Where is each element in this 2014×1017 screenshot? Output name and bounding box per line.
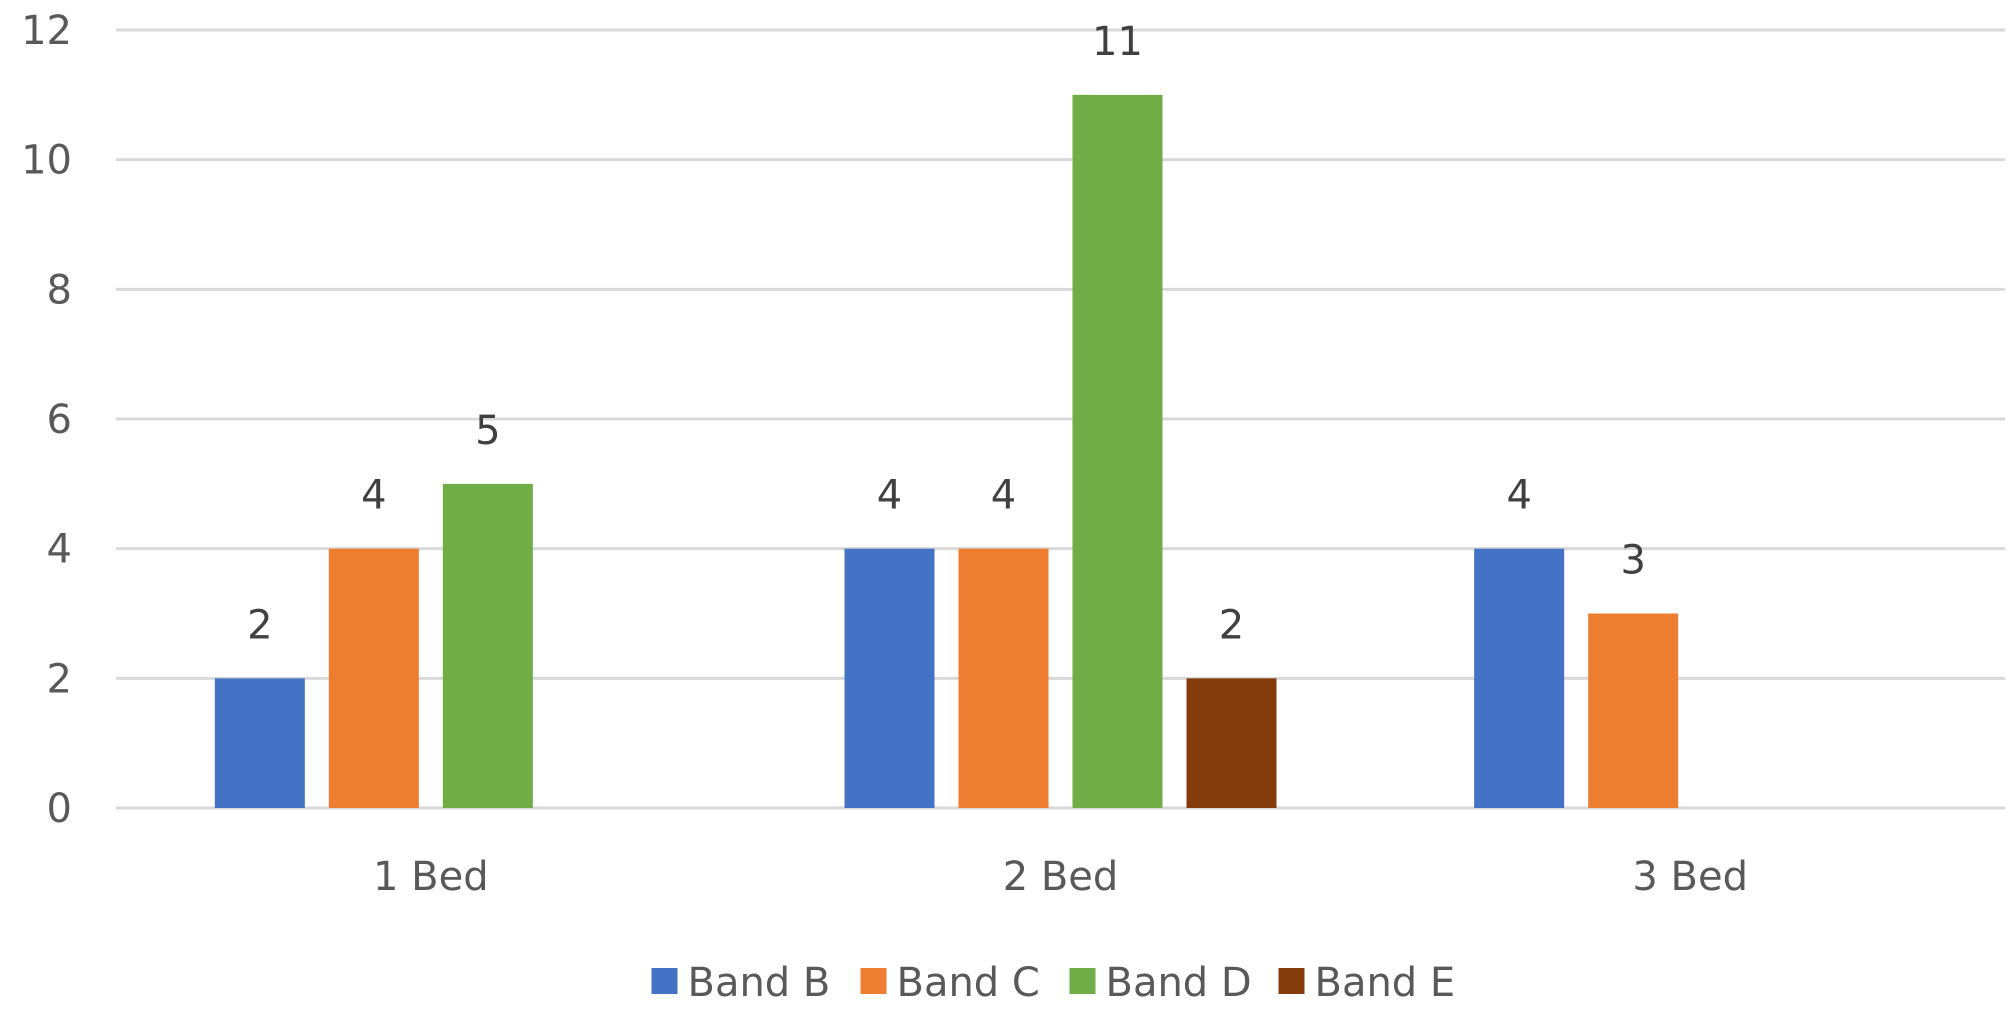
legend-item-band-b: Band B xyxy=(651,960,831,1006)
y-axis-ticks: 0 2 4 6 8 10 12 xyxy=(21,8,72,832)
bar-2-bed-band-e xyxy=(1186,678,1277,808)
data-label-2-bed-band-b: 4 xyxy=(877,473,902,519)
bar-2-bed-band-d xyxy=(1072,94,1163,809)
legend-swatch-band-e xyxy=(1278,968,1305,994)
data-label-1-bed-band-b: 2 xyxy=(247,602,272,648)
legend-label-band-e: Band E xyxy=(1315,960,1456,1006)
data-label-1-bed-band-d: 5 xyxy=(475,408,500,454)
data-label-3-bed-band-c: 3 xyxy=(1620,538,1645,584)
legend-label-band-c: Band C xyxy=(897,960,1040,1006)
legend-item-band-d: Band D xyxy=(1069,960,1252,1006)
y-tick-label-6: 6 xyxy=(47,397,72,443)
legend-item-band-c: Band C xyxy=(860,960,1040,1006)
legend-label-band-b: Band B xyxy=(688,960,831,1006)
bar-2-bed-band-b xyxy=(844,548,935,808)
bar-3-bed-band-c xyxy=(1588,613,1679,808)
data-labels: 2 4 5 4 4 11 2 4 3 xyxy=(247,19,1646,648)
x-axis-ticks: 1 Bed 2 Bed 3 Bed xyxy=(373,854,1748,900)
y-tick-label-0: 0 xyxy=(47,786,72,832)
data-label-2-bed-band-e: 2 xyxy=(1219,602,1244,648)
legend: Band B Band C Band D Band E xyxy=(651,960,1456,1006)
bar-1-bed-band-d xyxy=(442,483,533,808)
data-label-1-bed-band-c: 4 xyxy=(361,473,386,519)
y-tick-label-4: 4 xyxy=(47,527,72,573)
bars xyxy=(214,94,1679,809)
legend-item-band-e: Band E xyxy=(1278,960,1456,1006)
gridlines xyxy=(116,28,2005,810)
bar-1-bed-band-c xyxy=(328,548,419,808)
data-label-3-bed-band-b: 4 xyxy=(1506,473,1531,519)
y-tick-label-2: 2 xyxy=(47,656,72,702)
y-tick-label-8: 8 xyxy=(47,267,72,313)
legend-swatch-band-d xyxy=(1069,968,1096,994)
x-tick-label-3-bed: 3 Bed xyxy=(1632,854,1748,900)
data-label-2-bed-band-d: 11 xyxy=(1092,19,1143,65)
bar-3-bed-band-b xyxy=(1474,548,1565,808)
y-tick-label-10: 10 xyxy=(21,138,72,184)
data-label-2-bed-band-c: 4 xyxy=(991,473,1016,519)
y-tick-label-12: 12 xyxy=(21,8,72,54)
x-tick-label-1-bed: 1 Bed xyxy=(373,854,489,900)
legend-swatch-band-b xyxy=(651,968,678,994)
x-tick-label-2-bed: 2 Bed xyxy=(1003,854,1119,900)
bar-2-bed-band-c xyxy=(958,548,1049,808)
bar-1-bed-band-b xyxy=(214,678,305,808)
legend-swatch-band-c xyxy=(860,968,887,994)
legend-label-band-d: Band D xyxy=(1106,960,1252,1006)
